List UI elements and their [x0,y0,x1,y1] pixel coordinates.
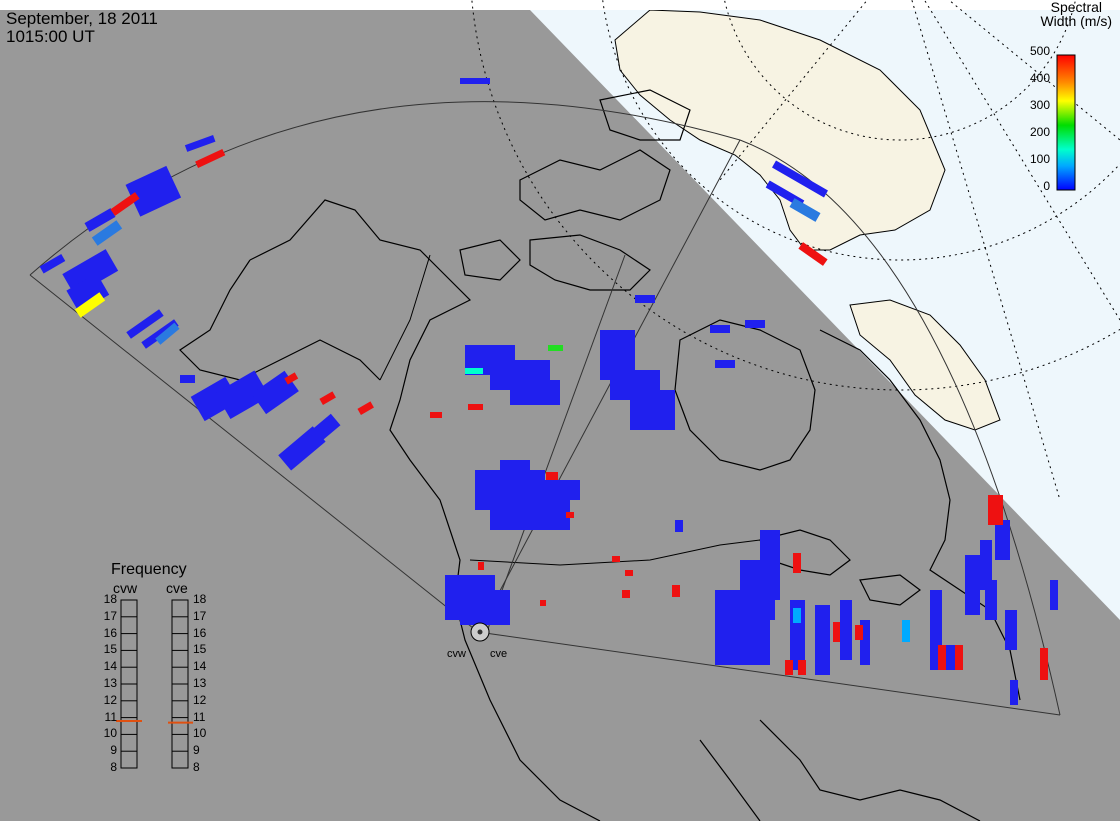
colorbar-tick: 500 [1029,44,1050,58]
borders [379,254,761,566]
time-label: 1015:00 UT [6,27,95,46]
frequency-tick-left: 8 [110,760,117,774]
frequency-tick-right: 9 [193,743,200,758]
top-strip [0,0,1120,10]
frequency-tick-right: 18 [193,592,207,606]
site-label-cve: cve [490,648,508,660]
frequency-tick-right: 14 [193,659,207,674]
colorbar-tick: 200 [1029,125,1050,139]
frequency-tick-right: 16 [193,625,207,640]
greenland-land [614,9,946,251]
frequency-tick-left: 18 [103,592,117,606]
frequency-tick-right: 11 [193,709,206,724]
frequency-tick-left: 17 [103,608,117,623]
frequency-tick-right: 10 [193,726,207,741]
frequency-tick-left: 11 [104,709,117,724]
colorbar-tick: 300 [1029,98,1050,112]
frequency-tick-right: 17 [193,608,207,623]
frequency-tick-right: 8 [193,760,200,774]
frequency-tick-left: 9 [110,743,117,758]
frequency-title: Frequency [111,561,187,578]
frequency-tick-right: 12 [193,692,207,707]
frequency-tick-right: 15 [193,642,207,657]
frequency-tick-left: 16 [103,625,117,640]
frequency-tick-right: 13 [193,676,207,690]
frequency-radar-cvw: cvw [113,580,138,596]
frequency-radar-cve: cve [166,580,188,596]
colorbar-tick: 100 [1029,152,1050,166]
lat-grid [471,0,1120,501]
site-label-cvw: cvw [447,648,466,660]
frequency-tick-left: 10 [103,726,117,741]
date-label: September, 18 2011 [6,9,158,28]
frequency-tick-left: 15 [103,642,117,657]
northern-land-day [849,299,1001,431]
colorbar-tick: 0 [1043,179,1050,193]
frequency-tick-left: 12 [103,692,117,707]
colorbar-tick: 400 [1029,71,1050,85]
frequency-tick-left: 13 [103,676,117,690]
frequency-tick-left: 14 [103,659,117,674]
scatter-cells [39,78,1058,705]
colorbar-title-line2: Width (m/s) [1040,13,1112,29]
colorbar-title-line1: Spectral [1050,0,1102,15]
frequency-bars [120,599,189,769]
colorbar [1056,54,1076,191]
radar-site-center [477,629,483,635]
